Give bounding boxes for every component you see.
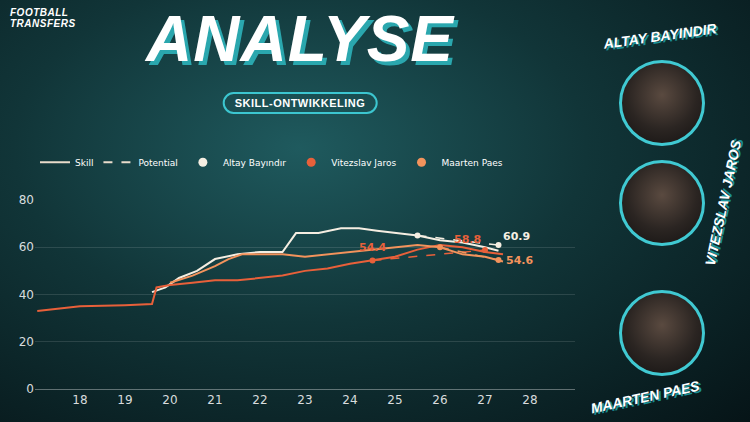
svg-text:21: 21	[207, 393, 222, 407]
svg-text:0: 0	[26, 382, 34, 396]
svg-text:Skill: Skill	[75, 158, 93, 168]
html-text:ALTAY BAYINDIR: ALTAY BAYINDIR	[602, 20, 718, 52]
html-text:FOOTBALL: FOOTBALL	[10, 7, 69, 18]
svg-text:58.8: 58.8	[454, 233, 481, 246]
svg-text:54.4: 54.4	[359, 241, 386, 254]
svg-text:60: 60	[19, 240, 34, 254]
svg-text:27: 27	[477, 393, 492, 407]
svg-text:20: 20	[162, 393, 177, 407]
svg-text:28: 28	[522, 393, 537, 407]
svg-text:18: 18	[72, 393, 87, 407]
svg-text:Vitezslav Jaros: Vitezslav Jaros	[331, 158, 396, 168]
html-text:VITEZSLAV JAROS: VITEZSLAV JAROS	[701, 138, 745, 268]
svg-text:23: 23	[297, 393, 312, 407]
svg-text:26: 26	[432, 393, 447, 407]
svg-text:24: 24	[342, 393, 357, 407]
svg-text:80: 80	[19, 193, 34, 207]
svg-text:Altay Bayındır: Altay Bayındır	[223, 158, 286, 168]
svg-text:Maarten Paes: Maarten Paes	[442, 158, 503, 168]
svg-text:25: 25	[387, 393, 402, 407]
svg-text:20: 20	[19, 335, 34, 349]
html-text:SKILL-ONTWIKKELING: SKILL-ONTWIKKELING	[234, 97, 366, 109]
svg-text:19: 19	[117, 393, 132, 407]
html-text:ANALYSE: ANALYSE	[146, 3, 454, 75]
svg-text:22: 22	[252, 393, 267, 407]
html-text:MAARTEN PAES: MAARTEN PAES	[589, 377, 701, 417]
svg-text:Potential: Potential	[138, 158, 177, 168]
svg-text:40: 40	[19, 288, 34, 302]
svg-text:54.6: 54.6	[506, 254, 533, 267]
svg-text:60.9: 60.9	[503, 230, 530, 243]
html-text:TRANSFERS: TRANSFERS	[10, 18, 76, 29]
